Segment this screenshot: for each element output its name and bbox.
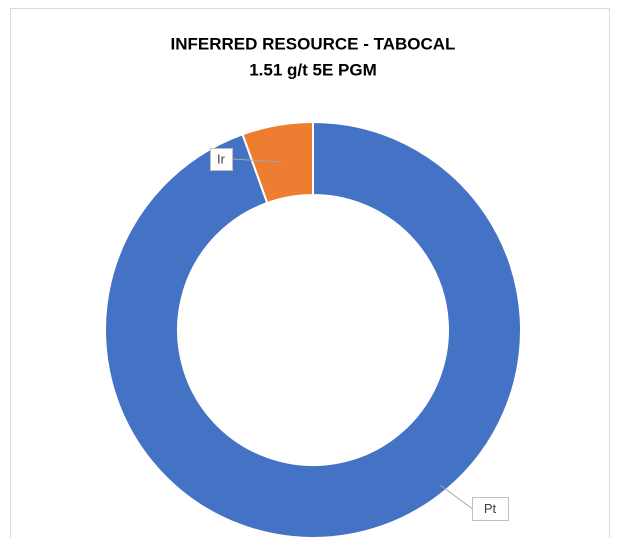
chart-title: INFERRED RESOURCE - TABOCAL bbox=[171, 34, 456, 53]
label-box bbox=[210, 148, 233, 171]
chart-border bbox=[10, 8, 610, 538]
leader-line bbox=[439, 484, 473, 509]
data-label: Ir bbox=[217, 151, 226, 166]
label-box bbox=[472, 497, 509, 521]
donut-slice bbox=[241, 120, 314, 205]
leader-line bbox=[231, 158, 283, 163]
chart-subtitle: 1.51 g/t 5E PGM bbox=[249, 60, 377, 79]
data-label: Pt bbox=[484, 501, 497, 516]
donut-slice bbox=[104, 120, 522, 538]
